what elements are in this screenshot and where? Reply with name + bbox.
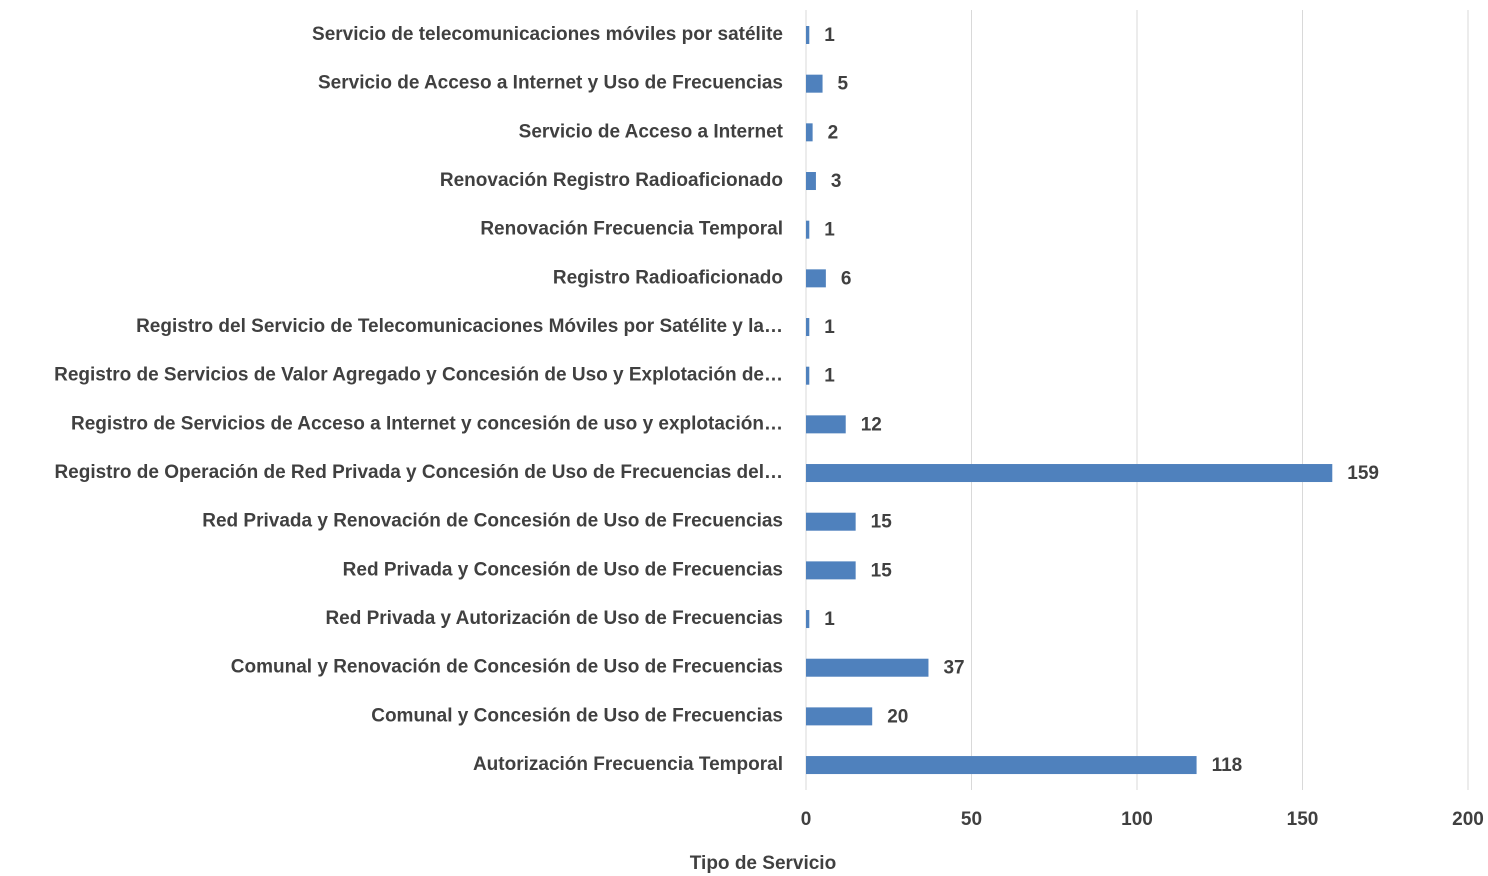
bar xyxy=(806,123,813,142)
x-tick-label: 50 xyxy=(961,809,982,830)
data-label: 5 xyxy=(838,74,849,95)
bar xyxy=(806,464,1333,483)
bar xyxy=(806,415,846,434)
data-label: 159 xyxy=(1347,463,1379,484)
bar xyxy=(806,561,856,580)
data-label: 1 xyxy=(824,366,835,387)
bar xyxy=(806,172,816,191)
data-label: 1 xyxy=(824,25,835,46)
data-label: 118 xyxy=(1212,755,1243,776)
y-tick-label: Registro de Servicios de Acceso a Intern… xyxy=(71,413,783,434)
bar xyxy=(806,74,823,93)
y-tick-label: Servicio de Acceso a Internet xyxy=(519,121,784,142)
x-tick-label: 0 xyxy=(801,809,812,830)
y-tick-label: Comunal y Concesión de Uso de Frecuencia… xyxy=(371,705,783,726)
y-tick-label: Registro Radioaficionado xyxy=(553,267,783,288)
bar xyxy=(806,610,810,629)
data-label: 1 xyxy=(824,220,835,241)
data-label: 20 xyxy=(887,706,908,727)
x-tick-label: 200 xyxy=(1452,809,1484,830)
bar xyxy=(806,707,873,726)
y-tick-label: Registro del Servicio de Telecomunicacio… xyxy=(136,316,783,337)
y-tick-label: Registro de Servicios de Valor Agregado … xyxy=(54,365,783,386)
data-label: 37 xyxy=(943,658,964,679)
y-tick-label: Red Privada y Autorización de Uso de Fre… xyxy=(325,608,783,629)
y-tick-label: Servicio de telecomunicaciones móviles p… xyxy=(312,24,783,45)
bar xyxy=(806,26,810,44)
data-label: 2 xyxy=(828,122,839,143)
y-tick-label: Red Privada y Concesión de Uso de Frecue… xyxy=(343,559,783,580)
x-tick-label: 150 xyxy=(1287,809,1319,830)
y-tick-label: Comunal y Renovación de Concesión de Uso… xyxy=(231,657,783,678)
data-label: 1 xyxy=(824,317,835,338)
y-tick-label: Renovación Frecuencia Temporal xyxy=(480,219,783,240)
y-tick-label: Servicio de Acceso a Internet y Uso de F… xyxy=(318,73,783,94)
data-label: 15 xyxy=(871,560,893,581)
data-label: 12 xyxy=(861,414,882,435)
bar xyxy=(806,220,810,239)
x-axis-title: Tipo de Servicio xyxy=(690,853,836,874)
x-tick-label: 100 xyxy=(1121,809,1153,830)
y-tick-label: Red Privada y Renovación de Concesión de… xyxy=(202,511,783,532)
bar xyxy=(806,318,810,337)
bar xyxy=(806,269,826,288)
bar xyxy=(806,756,1197,775)
data-label: 15 xyxy=(871,512,893,533)
data-label: 3 xyxy=(831,171,842,192)
y-tick-label: Autorización Frecuencia Temporal xyxy=(473,754,783,775)
bar xyxy=(806,366,810,385)
y-tick-label: Registro de Operación de Red Privada y C… xyxy=(54,462,783,483)
bar xyxy=(806,658,929,677)
y-tick-label: Renovación Registro Radioaficionado xyxy=(440,170,783,191)
bar xyxy=(806,512,856,531)
data-label: 1 xyxy=(824,609,835,630)
data-label: 6 xyxy=(841,268,852,289)
